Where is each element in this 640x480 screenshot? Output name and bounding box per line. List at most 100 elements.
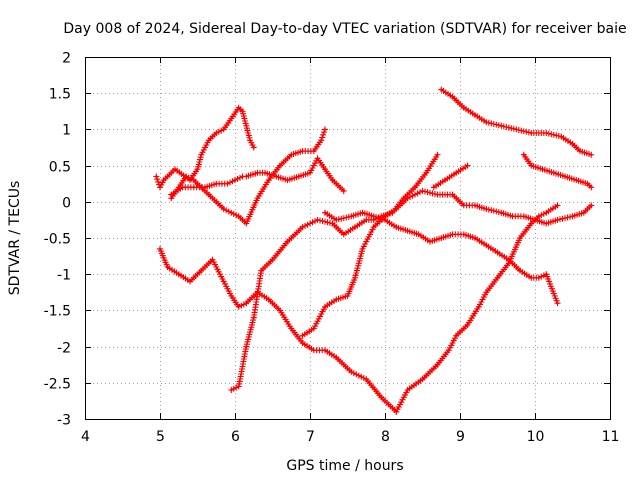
data-point bbox=[245, 175, 248, 178]
y-tick-label: 2 bbox=[62, 51, 71, 67]
data-point bbox=[578, 149, 582, 153]
data-point bbox=[323, 168, 327, 171]
data-point bbox=[323, 128, 327, 131]
data-point bbox=[462, 204, 465, 207]
data-point bbox=[286, 178, 289, 182]
series-track-i bbox=[438, 86, 595, 158]
data-point bbox=[556, 204, 559, 207]
data-point bbox=[335, 356, 338, 359]
data-point bbox=[383, 215, 387, 218]
data-point bbox=[485, 207, 488, 211]
data-point bbox=[485, 291, 488, 294]
data-point bbox=[563, 175, 567, 178]
data-point bbox=[200, 153, 203, 156]
y-tick-label: -3 bbox=[57, 413, 71, 429]
y-tick-label: -2.5 bbox=[44, 377, 71, 393]
y-tick-label: -1 bbox=[57, 268, 71, 284]
data-point bbox=[241, 175, 244, 178]
grid bbox=[85, 57, 610, 419]
data-point bbox=[353, 225, 357, 229]
y-tick-label: 0 bbox=[62, 196, 71, 212]
data-point bbox=[346, 294, 349, 298]
data-point bbox=[185, 175, 188, 178]
data-point bbox=[215, 182, 218, 185]
data-point bbox=[162, 178, 165, 182]
data-point bbox=[177, 273, 180, 276]
data-point bbox=[571, 215, 574, 218]
data-point bbox=[177, 186, 180, 189]
x-tick-label: 7 bbox=[306, 429, 315, 445]
x-tick-label: 11 bbox=[602, 429, 620, 445]
data-point bbox=[537, 215, 540, 218]
series-track-k bbox=[430, 162, 471, 191]
x-tick-label: 6 bbox=[231, 429, 240, 445]
data-point bbox=[530, 222, 533, 225]
data-point bbox=[271, 258, 274, 261]
data-point bbox=[473, 204, 477, 207]
chart-title: Day 008 of 2024, Sidereal Day-to-day VTE… bbox=[63, 21, 626, 37]
data-point bbox=[530, 131, 533, 135]
data-point bbox=[533, 218, 537, 222]
data-point bbox=[233, 178, 237, 182]
data-point bbox=[222, 207, 225, 211]
data-point bbox=[522, 215, 525, 218]
data-point bbox=[575, 178, 578, 182]
data-point bbox=[301, 225, 304, 229]
data-point bbox=[545, 211, 548, 214]
data-point bbox=[245, 222, 248, 225]
data-point bbox=[335, 218, 338, 222]
data-point bbox=[215, 131, 218, 135]
data-point bbox=[462, 106, 465, 109]
data-point bbox=[222, 128, 225, 131]
data-point bbox=[323, 305, 327, 308]
data-point bbox=[507, 262, 510, 265]
data-point bbox=[477, 305, 480, 308]
data-point bbox=[518, 236, 522, 240]
data-point bbox=[252, 316, 255, 319]
data-point bbox=[331, 178, 334, 182]
data-point bbox=[500, 211, 503, 214]
data-point bbox=[455, 171, 458, 174]
x-tick-label: 8 bbox=[381, 429, 390, 445]
data-point bbox=[361, 211, 364, 214]
data-point bbox=[166, 265, 169, 269]
data-point bbox=[211, 258, 214, 261]
data-point bbox=[290, 153, 293, 156]
data-point bbox=[230, 117, 233, 120]
data-point bbox=[256, 171, 259, 174]
data-point bbox=[545, 273, 548, 276]
data-point bbox=[417, 233, 420, 236]
data-point bbox=[455, 334, 458, 337]
data-point bbox=[473, 236, 477, 240]
data-point bbox=[485, 244, 488, 247]
data-point bbox=[196, 168, 199, 171]
data-point bbox=[556, 218, 559, 222]
series-line bbox=[433, 164, 469, 188]
data-point bbox=[192, 186, 195, 189]
data-point bbox=[230, 388, 233, 392]
data-point bbox=[496, 251, 499, 254]
data-point bbox=[451, 95, 454, 99]
x-tick-label: 5 bbox=[156, 429, 165, 445]
data-point bbox=[312, 349, 315, 352]
data-point bbox=[545, 131, 548, 135]
data-point bbox=[515, 128, 518, 131]
data-point bbox=[556, 302, 559, 305]
data-point bbox=[466, 164, 469, 167]
x-tick-label: 4 bbox=[81, 429, 90, 445]
data-point bbox=[203, 186, 207, 189]
data-point bbox=[200, 186, 203, 189]
data-point bbox=[312, 149, 315, 153]
data-point bbox=[365, 378, 368, 381]
data-point bbox=[353, 276, 357, 279]
data-point bbox=[361, 247, 364, 251]
data-point bbox=[485, 121, 488, 124]
data-point bbox=[252, 146, 255, 149]
axis-ticks: 4 5 6 7 8 9 10 11 -3 -2.5 -2 -1.5 -1 -0.5 0 0.5 1 1.5 2 bbox=[44, 51, 620, 446]
data-point bbox=[256, 197, 259, 200]
data-point bbox=[301, 334, 304, 337]
data-point bbox=[158, 186, 162, 189]
series-track-b bbox=[168, 155, 347, 198]
data-point bbox=[436, 153, 439, 156]
data-point bbox=[350, 370, 353, 374]
